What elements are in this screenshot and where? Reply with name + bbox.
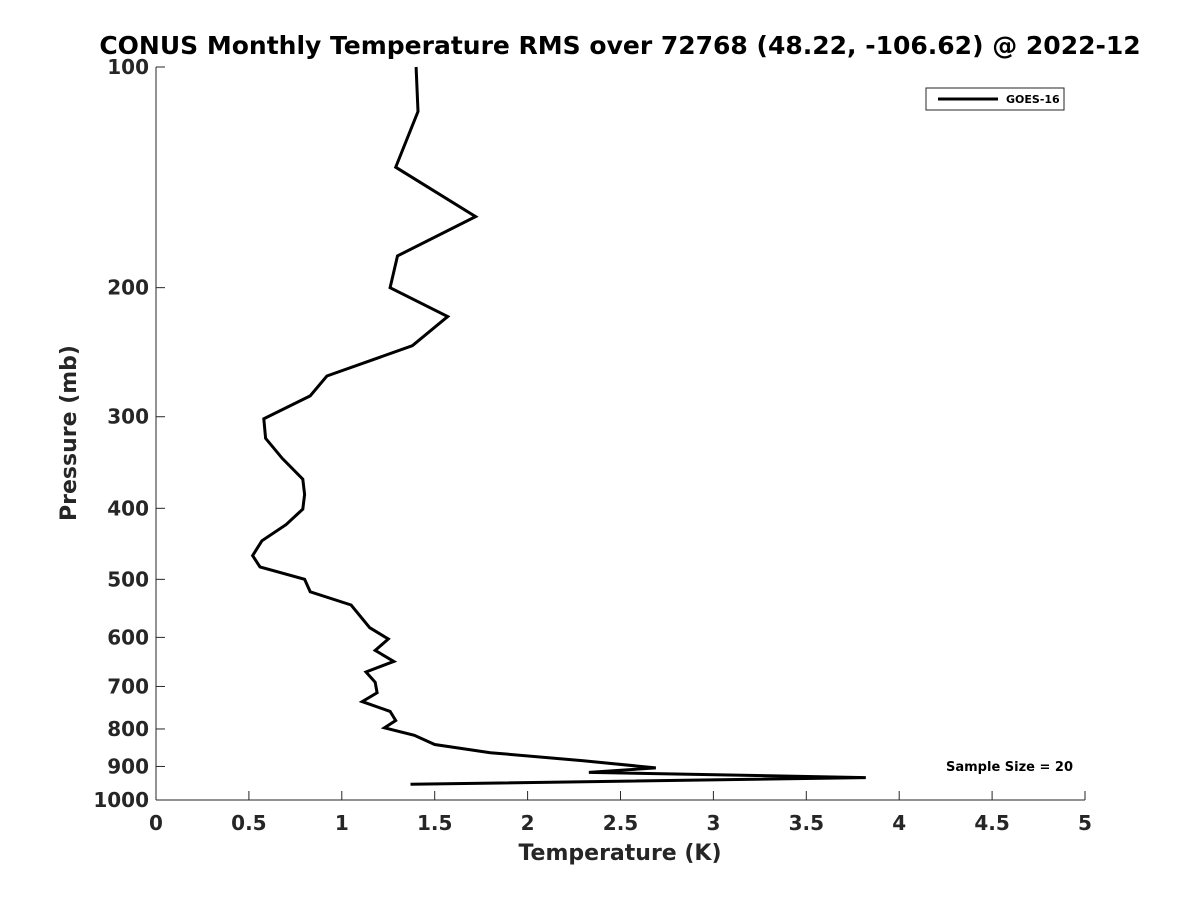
y-tick-label: 400 [107,496,149,520]
y-tick-label: 1000 [93,788,149,812]
y-tick-label: 500 [107,567,149,591]
y-tick-label: 100 [107,55,149,79]
x-tick-label: 3 [706,811,720,835]
chart-title: CONUS Monthly Temperature RMS over 72768… [99,31,1140,60]
y-tick-label: 200 [107,276,149,300]
y-ticks: 100 200 300 400 500 600 700 800 900 1000 [93,55,165,812]
x-axis-label: Temperature (K) [518,841,721,866]
x-tick-label: 0 [149,811,163,835]
plot-area [156,67,1085,800]
series-line-goes-16 [250,66,866,786]
y-tick-label: 700 [107,674,149,698]
y-tick-label: 900 [107,754,149,778]
x-tick-label: 2 [521,811,535,835]
x-ticks: 0 0.5 1 1.5 2 2.5 3 3.5 4 4.5 5 [149,791,1092,835]
x-tick-label: 4.5 [974,811,1009,835]
y-tick-label: 800 [107,717,149,741]
x-tick-label: 1 [335,811,349,835]
legend-label: GOES-16 [1006,93,1060,106]
x-tick-label: 1.5 [417,811,452,835]
y-axis-label: Pressure (mb) [57,345,82,521]
x-tick-label: 2.5 [603,811,638,835]
sample-size-annotation: Sample Size = 20 [946,760,1073,775]
x-tick-label: 0.5 [231,811,266,835]
x-tick-label: 5 [1078,811,1092,835]
y-tick-label: 600 [107,625,149,649]
series-group [250,66,866,786]
y-tick-label: 300 [107,405,149,429]
legend: GOES-16 [925,87,1065,111]
x-tick-label: 3.5 [789,811,824,835]
x-tick-label: 4 [892,811,906,835]
